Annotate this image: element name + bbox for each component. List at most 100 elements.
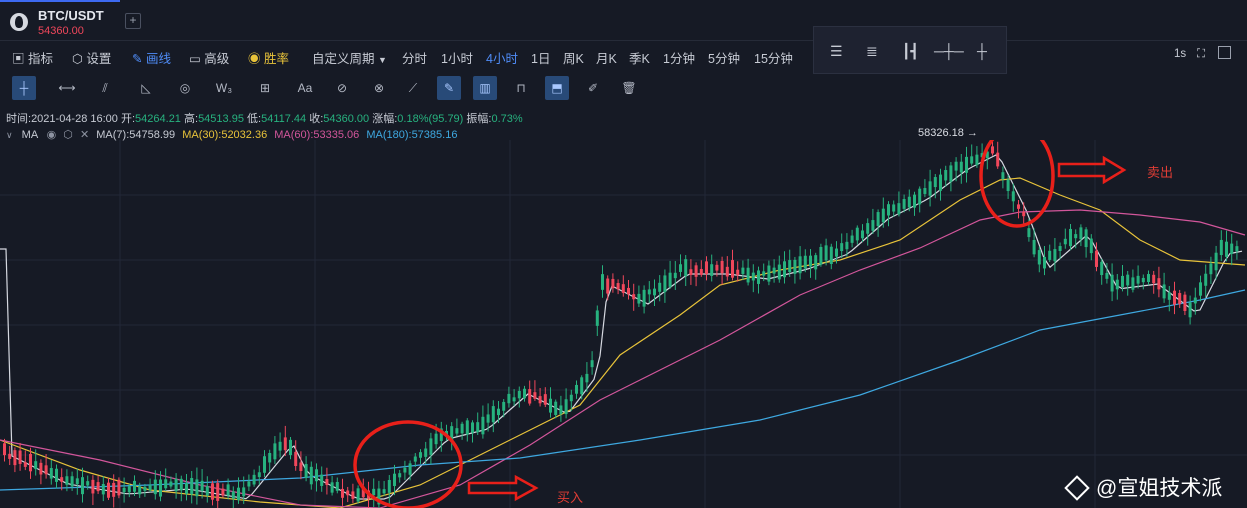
candle-body <box>65 476 69 485</box>
parallel-line-icon[interactable]: ⫽ <box>102 81 108 95</box>
period-tab-active[interactable]: 4小时 <box>486 52 518 66</box>
wave-icon[interactable]: W₃ <box>215 81 233 95</box>
candle-body <box>13 450 17 466</box>
period-tab[interactable]: 分时 <box>402 52 428 66</box>
chart-grid <box>0 140 1247 508</box>
period-tab[interactable]: 1小时 <box>441 52 473 66</box>
candle-body <box>751 272 755 281</box>
add-tab-button[interactable]: + <box>125 13 141 29</box>
eye-icon[interactable]: ◉ <box>46 129 57 141</box>
candle-body <box>902 199 906 209</box>
drawing-toolbar: ┼ ⟷ ⫽ ◺ ◎ W₃ ⊞ Aa ⊘ ⊗ ⟋ ✎ ▥ ⊓ ⬒ ✐ 🗑 <box>0 76 660 102</box>
amplitude-value: 0.73% <box>491 113 523 125</box>
candle-body <box>481 416 485 435</box>
hide-drawings-icon[interactable]: ⊗ <box>373 81 385 95</box>
symbol-tab[interactable]: BTC/USDT 54360.00 <box>0 0 120 40</box>
layers-icon[interactable]: ≣ <box>866 43 878 59</box>
candle-body <box>486 414 490 423</box>
period-tab[interactable]: 5分钟 <box>708 52 740 66</box>
change-value: 0.18%(95.79) <box>397 113 464 125</box>
fullscreen-icon[interactable]: ⛶ <box>1197 48 1206 60</box>
candle-body <box>3 443 6 456</box>
refresh-interval[interactable]: 1s <box>1174 48 1187 60</box>
sell-arrow <box>1057 155 1127 185</box>
ray-line-icon[interactable]: ⟷ <box>58 81 76 95</box>
magnet-icon[interactable]: ✎ <box>437 76 461 100</box>
candle-body <box>1230 243 1234 254</box>
vertical-line-icon[interactable]: ┼ <box>977 43 987 59</box>
gear-icon[interactable]: ⬡ <box>63 129 73 141</box>
period-tab[interactable]: 15分钟 <box>754 52 793 66</box>
ruler-icon[interactable]: ⟋ <box>408 81 418 95</box>
fibonacci-icon[interactable]: ◎ <box>179 81 191 95</box>
candle-body <box>377 488 381 505</box>
crosshair-icon[interactable]: ┼ <box>12 76 36 100</box>
draw-button[interactable]: ✎ 画线 <box>132 52 171 66</box>
collapse-icon[interactable]: ∨ <box>6 130 13 140</box>
candle-body <box>1136 275 1140 284</box>
candle-body <box>335 481 339 491</box>
candle-body <box>465 420 469 435</box>
candle-body <box>897 203 901 215</box>
candle-body <box>689 269 693 275</box>
window-icon[interactable] <box>1218 46 1231 59</box>
candle-body <box>694 265 698 277</box>
candle-body <box>268 452 272 463</box>
custom-period-select[interactable]: 自定义周期 ▼ <box>312 52 387 66</box>
candle-body <box>1027 228 1031 238</box>
win-rate-button[interactable]: ◉ 胜率 <box>248 52 289 66</box>
candle-body <box>164 479 168 489</box>
candle-body <box>575 384 578 394</box>
period-tab[interactable]: 1日 <box>531 52 551 66</box>
pair-name: BTC/USDT <box>38 8 104 23</box>
candle-body <box>107 482 110 498</box>
period-tab[interactable]: 季K <box>629 52 650 66</box>
candle-body <box>1006 179 1010 192</box>
candle-body <box>1100 261 1104 276</box>
candle-body <box>559 405 563 415</box>
candle-body <box>112 482 116 497</box>
period-tab[interactable]: 月K <box>596 52 617 66</box>
text-icon[interactable]: Aa <box>297 81 313 95</box>
annotations <box>353 140 1127 508</box>
ohlc-info: 时间:2021-04-28 16:00 开:54264.21 高:54513.9… <box>6 110 523 126</box>
candle-body <box>1043 256 1046 269</box>
bar-chart-icon[interactable]: ┃┫ <box>902 43 919 59</box>
candle-body <box>419 452 422 458</box>
candle-body <box>1193 297 1197 304</box>
candle-body <box>450 426 454 442</box>
advanced-button[interactable]: ▭ 高级 <box>189 52 230 66</box>
period-tab[interactable]: 周K <box>563 52 584 66</box>
trash-icon[interactable]: 🗑 <box>621 81 637 95</box>
period-tab[interactable]: 1分钟 <box>663 52 695 66</box>
candle-body <box>523 388 526 399</box>
candle-body <box>237 487 240 501</box>
indicators-button[interactable]: ▣ 指标 <box>12 52 53 66</box>
lock-icon[interactable]: ⊓ <box>516 81 526 95</box>
candle-body <box>1115 279 1119 290</box>
close-icon[interactable]: ✕ <box>79 129 90 141</box>
candle-body <box>819 246 823 265</box>
candle-body <box>606 278 610 294</box>
eraser-icon[interactable]: ⊘ <box>336 81 348 95</box>
measure-icon[interactable]: ⊞ <box>259 81 271 95</box>
candlestick-chart[interactable] <box>0 140 1247 508</box>
candle-body <box>1121 275 1124 287</box>
edit-icon[interactable]: ✐ <box>587 81 599 95</box>
candle-body <box>1069 228 1072 247</box>
candle-body <box>299 462 303 472</box>
list-icon[interactable]: ☰ <box>830 43 843 59</box>
horizontal-line-icon[interactable]: ─┼─ <box>934 43 964 59</box>
candle-body <box>424 448 428 457</box>
candle-body <box>1063 238 1067 245</box>
watermark-logo-icon <box>1064 475 1090 501</box>
candle-body <box>907 196 911 208</box>
candle-body <box>257 472 261 478</box>
candle-body <box>34 461 38 470</box>
candle-body <box>996 152 1000 167</box>
triangle-icon[interactable]: ◺ <box>141 81 151 95</box>
settings-button[interactable]: ⬡ 设置 <box>72 52 112 66</box>
bookmark-icon[interactable]: ⬒ <box>545 76 569 100</box>
ruler-bars-icon[interactable]: ▥ <box>473 76 497 100</box>
candle-body <box>1147 274 1150 283</box>
